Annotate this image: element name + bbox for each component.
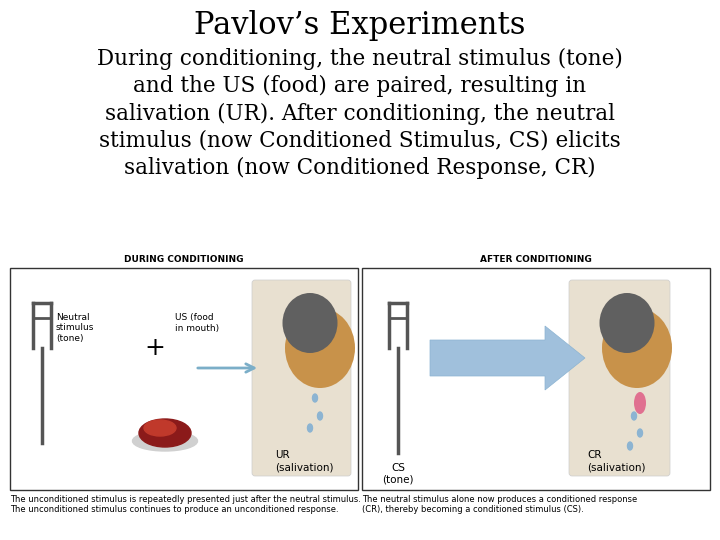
- Polygon shape: [430, 326, 585, 390]
- Text: UR
(salivation): UR (salivation): [275, 450, 333, 472]
- Text: AFTER CONDITIONING: AFTER CONDITIONING: [480, 255, 592, 264]
- Ellipse shape: [285, 308, 355, 388]
- Text: The unconditioned stimulus is repeatedly presented just after the neutral stimul: The unconditioned stimulus is repeatedly…: [10, 495, 361, 515]
- Text: The neutral stimulus alone now produces a conditioned response
(CR), thereby bec: The neutral stimulus alone now produces …: [362, 495, 637, 515]
- Ellipse shape: [132, 431, 197, 451]
- Ellipse shape: [282, 293, 338, 353]
- Text: +: +: [145, 336, 166, 360]
- Ellipse shape: [637, 429, 642, 437]
- FancyBboxPatch shape: [569, 280, 670, 476]
- Bar: [10, 268, 358, 490]
- Bar: [362, 268, 710, 490]
- Ellipse shape: [144, 420, 176, 436]
- Text: CS
(tone): CS (tone): [382, 463, 414, 484]
- FancyBboxPatch shape: [252, 280, 351, 476]
- Text: During conditioning, the neutral stimulus (tone)
and the US (food) are paired, r: During conditioning, the neutral stimulu…: [97, 48, 623, 179]
- Ellipse shape: [307, 424, 312, 432]
- Text: DURING CONDITIONING: DURING CONDITIONING: [125, 255, 244, 264]
- Ellipse shape: [318, 412, 323, 420]
- Ellipse shape: [602, 308, 672, 388]
- Ellipse shape: [628, 442, 632, 450]
- Ellipse shape: [312, 394, 318, 402]
- Ellipse shape: [631, 412, 636, 420]
- Text: Pavlov’s Experiments: Pavlov’s Experiments: [194, 10, 526, 41]
- Ellipse shape: [139, 419, 191, 447]
- Ellipse shape: [600, 293, 654, 353]
- Ellipse shape: [634, 392, 646, 414]
- Text: Neutral
stimulus
(tone): Neutral stimulus (tone): [56, 313, 94, 343]
- Text: CR
(salivation): CR (salivation): [587, 450, 646, 472]
- Text: US (food
in mouth): US (food in mouth): [175, 313, 219, 333]
